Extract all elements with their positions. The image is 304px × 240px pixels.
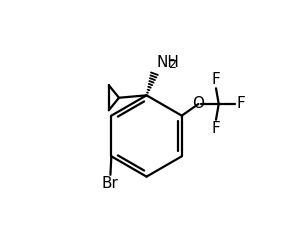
Text: F: F [237,96,246,112]
Text: NH: NH [156,55,179,70]
Text: F: F [212,121,220,136]
Text: Br: Br [102,176,119,191]
Text: O: O [192,96,204,112]
Text: F: F [212,72,220,87]
Text: 2: 2 [168,58,176,71]
